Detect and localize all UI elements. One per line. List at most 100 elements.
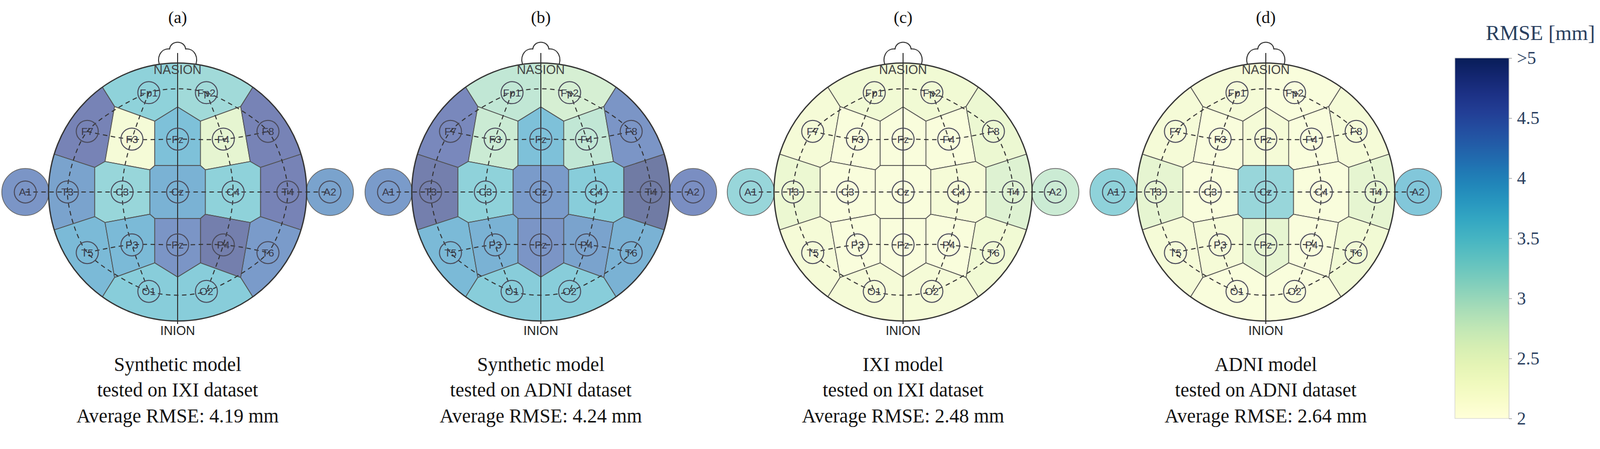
electrode-label: F7 (1169, 125, 1182, 138)
electrode-label: P3 (125, 239, 139, 251)
electrode (937, 128, 960, 151)
electrode (1364, 181, 1387, 204)
electrode-label: T5 (806, 247, 820, 259)
electrode (257, 241, 280, 264)
colorbar-tick-label: >5 (1516, 48, 1536, 69)
colorbar: 22.533.544.5>5RMSE [mm] (1454, 21, 1595, 429)
caption-subtitle: tested on IXI dataset (822, 379, 984, 401)
electrode-label: C4 (952, 186, 966, 198)
electrode (276, 181, 299, 204)
electrode (1044, 181, 1067, 204)
electrode (1164, 241, 1187, 264)
electrode-label: A2 (1411, 186, 1425, 198)
landmark-label: NASION (153, 62, 202, 77)
landmark-label: NASION (879, 62, 928, 77)
electrode (921, 280, 944, 303)
electrode (121, 234, 144, 257)
electrode (982, 120, 1005, 143)
electrode (195, 81, 218, 104)
electrode-label: Fp1 (502, 87, 521, 99)
electrode-label: F8 (624, 125, 638, 138)
electrode (212, 234, 235, 257)
electrode (474, 181, 497, 204)
electrode-label: T6 (1349, 247, 1363, 259)
colorbar-tick-mark (1508, 178, 1512, 179)
electrode-label: F3 (1213, 133, 1227, 146)
electrode-cell (603, 62, 671, 168)
electrode (76, 241, 99, 264)
electrode-label: F4 (217, 133, 230, 146)
electrode (500, 280, 523, 303)
landmark-label: NASION (1241, 62, 1290, 77)
electrode (318, 181, 341, 204)
electrode-label: Fz (534, 133, 547, 146)
landmark-label: INION (160, 323, 195, 338)
colorbar-tick: 3.5 (1508, 228, 1540, 249)
electrode (1345, 241, 1368, 264)
electrode (166, 181, 189, 204)
electrode-label: C3 (1203, 186, 1218, 198)
electrode-label: Fz (171, 133, 184, 146)
caption-annotation: Average RMSE: 4.19 mm (76, 405, 279, 428)
electrode (1283, 81, 1306, 104)
electrode-label: P4 (942, 239, 956, 251)
electrode-label: F3 (125, 133, 139, 146)
ear-cell (306, 168, 354, 216)
electrode (575, 128, 598, 151)
electrode (639, 181, 662, 204)
electrode (111, 181, 134, 204)
electrode-label: A1 (382, 186, 396, 198)
electrode-label: T3 (424, 186, 437, 198)
electrode-label: Pz (171, 239, 185, 251)
electrode (500, 81, 523, 104)
electrode (863, 280, 886, 303)
electrode-label: F4 (1305, 133, 1318, 146)
electrode-label: O1 (141, 285, 156, 298)
electrode (1254, 128, 1277, 151)
electrode (529, 128, 552, 151)
electrode (56, 181, 79, 204)
electrode-label: O1 (504, 285, 519, 298)
electrode-label: T5 (1169, 247, 1182, 259)
electrode (76, 120, 99, 143)
electrode (484, 128, 507, 151)
electrode-cell (47, 62, 115, 168)
electrode (781, 181, 805, 204)
guide-lines (1113, 53, 1419, 325)
colorbar-tick-label: 4.5 (1516, 108, 1540, 129)
electrode-label: Pz (897, 239, 910, 251)
electrode-label: O2 (925, 285, 940, 298)
electrode (846, 128, 869, 151)
electrode-label: T3 (786, 186, 799, 198)
electrode (1283, 280, 1306, 303)
electrode (1310, 181, 1333, 204)
electrode-label: T3 (1149, 186, 1162, 198)
electrode-cell (1135, 62, 1203, 168)
electrode-label: C3 (115, 186, 130, 198)
figure: (a)NASIONINIONFp1Fp2F7F3FzF4F8A1T3C3CzC4… (0, 0, 1600, 449)
electrode (1300, 234, 1323, 257)
electrode-label: Cz (1259, 186, 1273, 198)
electrode-label: T4 (1369, 186, 1383, 198)
electrode (529, 234, 552, 257)
electrode (1225, 81, 1248, 104)
electrode (222, 181, 245, 204)
electrode-label: A2 (1049, 186, 1063, 198)
electrode (212, 128, 235, 151)
electrode (1209, 234, 1232, 257)
electrode-cell (772, 62, 841, 168)
electrode-cell (966, 62, 1034, 168)
electrode (195, 280, 218, 303)
electrode-label: Cz (171, 186, 185, 198)
electrode-label: Fp2 (560, 87, 579, 99)
electrode-label: T6 (624, 247, 638, 259)
electrode (121, 128, 144, 151)
colorbar-tick: 4.5 (1508, 108, 1540, 129)
colorbar-tick: >5 (1508, 48, 1536, 69)
electrode (620, 120, 643, 143)
caption-title: Synthetic model (477, 353, 605, 376)
electrode (558, 280, 581, 303)
electrode-label: T5 (81, 247, 94, 259)
electrode-label: A1 (1107, 186, 1121, 198)
electrode (1225, 280, 1248, 303)
